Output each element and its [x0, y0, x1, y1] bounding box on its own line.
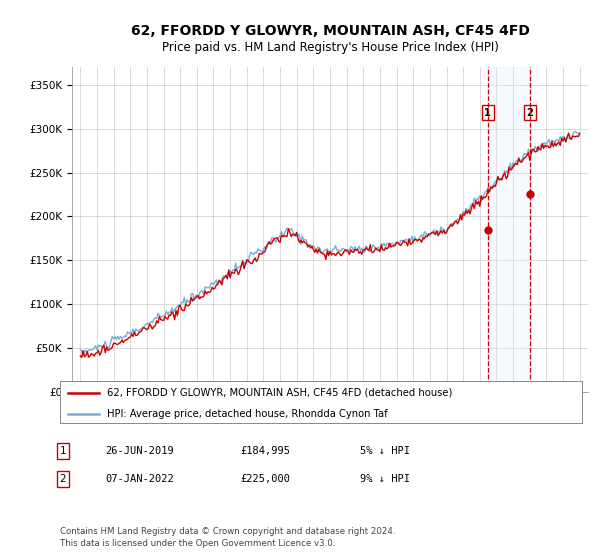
- Text: 2: 2: [527, 108, 533, 118]
- Text: Contains HM Land Registry data © Crown copyright and database right 2024.
This d: Contains HM Land Registry data © Crown c…: [60, 527, 395, 548]
- Text: 1: 1: [484, 108, 491, 118]
- Text: 2: 2: [59, 474, 67, 484]
- Text: 62, FFORDD Y GLOWYR, MOUNTAIN ASH, CF45 4FD: 62, FFORDD Y GLOWYR, MOUNTAIN ASH, CF45 …: [131, 24, 529, 38]
- Text: £225,000: £225,000: [240, 474, 290, 484]
- Text: 1: 1: [59, 446, 67, 456]
- Text: HPI: Average price, detached house, Rhondda Cynon Taf: HPI: Average price, detached house, Rhon…: [107, 409, 388, 418]
- Text: Price paid vs. HM Land Registry's House Price Index (HPI): Price paid vs. HM Land Registry's House …: [161, 41, 499, 54]
- Text: 62, FFORDD Y GLOWYR, MOUNTAIN ASH, CF45 4FD (detached house): 62, FFORDD Y GLOWYR, MOUNTAIN ASH, CF45 …: [107, 388, 452, 398]
- Bar: [488, 67, 530, 392]
- Text: £184,995: £184,995: [240, 446, 290, 456]
- Text: 9% ↓ HPI: 9% ↓ HPI: [360, 474, 410, 484]
- Text: 26-JUN-2019: 26-JUN-2019: [105, 446, 174, 456]
- Text: 07-JAN-2022: 07-JAN-2022: [105, 474, 174, 484]
- Text: 5% ↓ HPI: 5% ↓ HPI: [360, 446, 410, 456]
